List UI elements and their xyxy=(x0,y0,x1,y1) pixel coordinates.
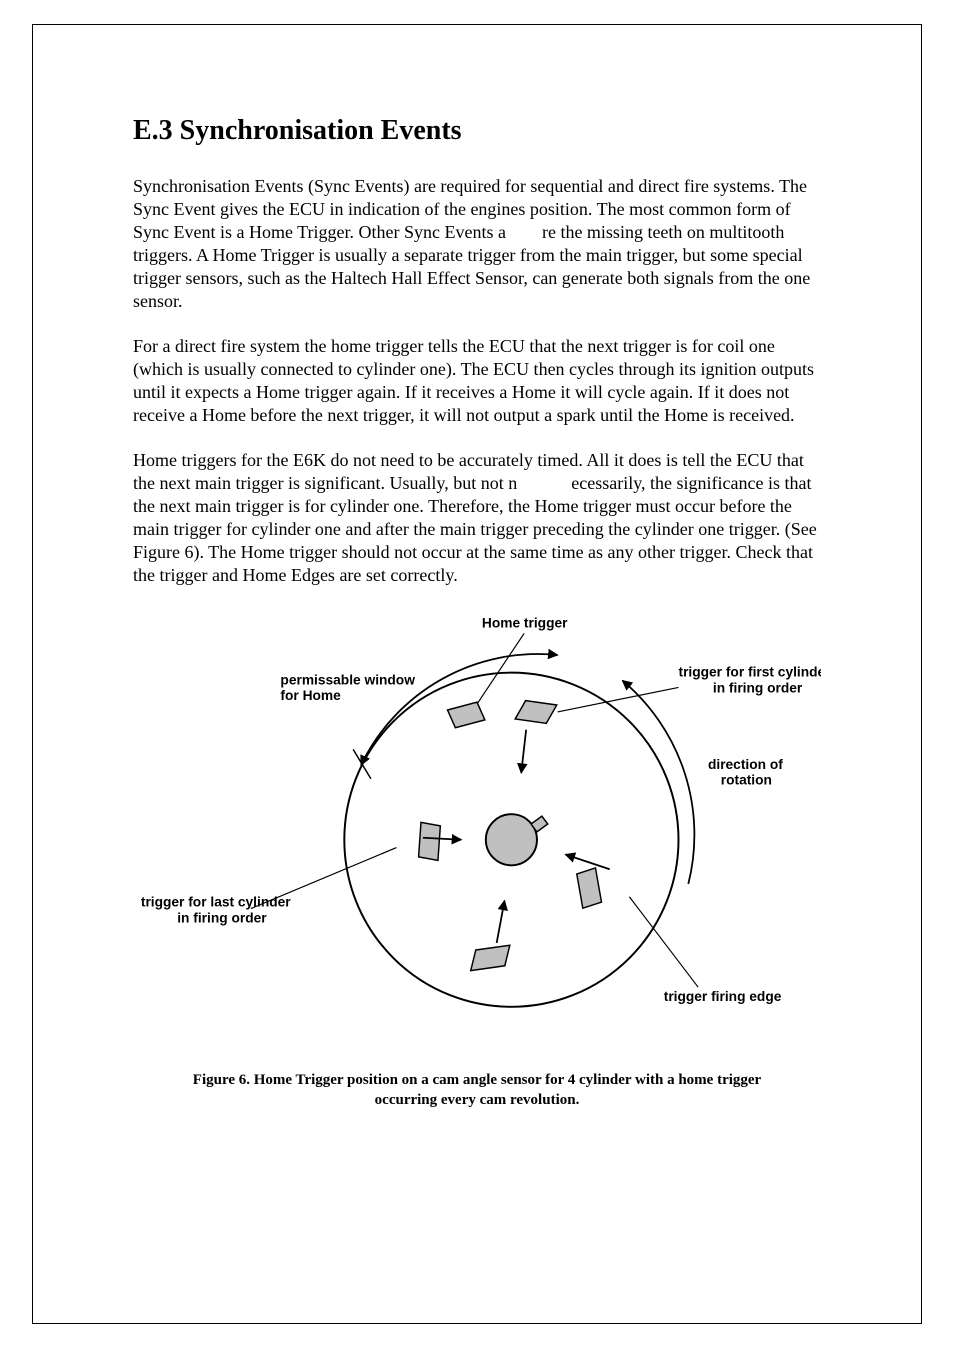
body-paragraph: Home triggers for the E6K do not need to… xyxy=(133,449,821,587)
label-perm-window-2: for Home xyxy=(280,688,341,703)
hub-circle xyxy=(486,814,537,865)
label-last-cyl-1: trigger for last cylinder xyxy=(141,894,291,909)
label-direction-2: rotation xyxy=(721,772,772,787)
direction-arc xyxy=(622,680,694,883)
label-home-trigger: Home trigger xyxy=(482,615,568,630)
trigger-tooth-left xyxy=(419,822,441,860)
tooth-arrow-bottom xyxy=(497,900,505,942)
trigger-tooth-right xyxy=(577,867,602,907)
label-last-cyl-2: in firing order xyxy=(177,910,267,925)
figure-6-diagram: Home trigger permissable window for Home… xyxy=(133,610,821,1040)
label-first-cyl-2: in firing order xyxy=(713,680,803,695)
section-title: E.3 Synchronisation Events xyxy=(133,115,821,147)
label-perm-window-1: permissable window xyxy=(280,672,415,687)
figure-6-caption: Figure 6. Home Trigger position on a cam… xyxy=(133,1070,821,1111)
tooth-arrow-right xyxy=(565,854,609,869)
label-first-cyl-1: trigger for first cylinder xyxy=(678,664,821,679)
trigger-tooth-bottom xyxy=(468,945,513,970)
page-frame: E.3 Synchronisation Events Synchronisati… xyxy=(32,24,922,1324)
home-trigger-tooth xyxy=(448,702,485,728)
leader-first-cyl xyxy=(558,687,679,712)
body-paragraph: For a direct fire system the home trigge… xyxy=(133,335,821,427)
tooth-arrow-top xyxy=(521,729,526,772)
leader-home-trigger xyxy=(477,633,524,704)
trigger-tooth-top xyxy=(515,699,557,724)
body-paragraph: Synchronisation Events (Sync Events) are… xyxy=(133,175,821,313)
label-direction-1: direction of xyxy=(708,756,783,771)
label-firing-edge: trigger firing edge xyxy=(664,988,782,1003)
trigger-diagram-svg: Home trigger permissable window for Home… xyxy=(133,610,821,1040)
